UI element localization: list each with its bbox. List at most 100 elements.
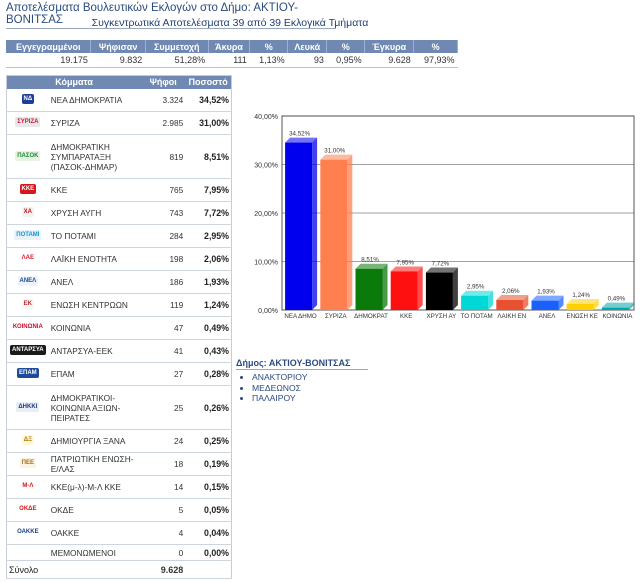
party-logo: ΠΟΤΑΜΙ	[14, 230, 42, 240]
summary-values-row: 19.175 9.832 51,28% 111 1,13% 93 0,95% 9.628 97,…	[6, 53, 458, 68]
party-percent: 2,06%	[185, 247, 232, 271]
party-votes: 4	[141, 521, 186, 545]
party-name: ΔΗΜΙΟΥΡΓΙΑ ΞΑΝΑ	[48, 429, 142, 453]
chart-data-label: 34,52%	[289, 131, 310, 138]
party-row: ΟΑΚΚΕ ΟΑΚΚΕ 4 0,04%	[6, 521, 232, 545]
summary-header-cell: Εγγεγραμμένοι	[6, 40, 92, 53]
chart-x-tick-label: ΚΚΕ	[400, 313, 412, 320]
summary-value-cell: 1,13%	[249, 53, 288, 68]
party-logo-cell: ΚΟΙΝΩΝΙΑ	[6, 316, 49, 340]
chart-y-tick-label: 20,00%	[254, 211, 278, 218]
chart-x-tick-label: ΕΝΩΣΗ ΚΕ	[566, 313, 598, 320]
chart-bar	[320, 159, 348, 310]
chart-bar-top	[461, 290, 494, 296]
chart-data-label: 2,95%	[467, 284, 485, 291]
party-votes: 24	[141, 429, 186, 453]
party-logo: ΔΞ	[21, 435, 34, 445]
chart-x-tick-label: ΤΟ ΠΟΤΑΜ	[461, 313, 493, 320]
party-logo: Μ-Λ	[20, 481, 36, 491]
summary-value-cell: 19.175	[6, 53, 91, 68]
party-row: ΕΠΑΜ ΕΠΑΜ 27 0,28%	[6, 362, 232, 386]
party-row: ΕΚ ΕΝΩΣΗ ΚΕΝΤΡΩΩΝ 119 1,24%	[6, 293, 232, 317]
party-votes: 41	[141, 339, 186, 363]
chart-data-label: 2,06%	[502, 288, 520, 295]
summary-header-cell: Έγκυρα	[364, 40, 415, 53]
party-logo-cell: ΕΚ	[6, 293, 49, 317]
party-percent: 2,95%	[185, 224, 232, 248]
chart-data-label: 7,72%	[432, 261, 450, 268]
results-table: Κόμματα Ψήφοι Ποσοστό ΝΔ ΝΕΑ ΔΗΜΟΚΡΑΤΙΑ 3.…	[6, 75, 232, 579]
party-votes: 819	[141, 134, 186, 179]
chart-y-tick-label: 30,00%	[254, 163, 278, 170]
summary-value-cell: 0,95%	[326, 53, 365, 68]
party-logo: ΟΚΔΕ	[17, 504, 39, 514]
party-logo: ΚΟΙΝΩΝΙΑ	[10, 322, 45, 332]
party-name: ΚΚΕ(μ-λ)-Μ-Λ ΚΚΕ	[48, 475, 142, 499]
party-logo-cell: ΑΝΕΛ	[6, 270, 49, 294]
party-logo-cell: Μ-Λ	[6, 475, 49, 499]
party-logo-cell: ΕΠΑΜ	[6, 362, 49, 386]
chart-bar-side	[417, 266, 423, 310]
party-logo: ΚΚΕ	[19, 184, 37, 194]
chart-data-label: 1,24%	[572, 292, 590, 299]
party-name: ΧΡΥΣΗ ΑΥΓΗ	[48, 201, 142, 225]
party-votes: 0	[141, 544, 186, 561]
party-votes: 198	[141, 247, 186, 271]
party-row: ΠΕΕ ΠΑΤΡΙΩΤΙΚΗ ΕΝΩΣΗ-Ε/ΛΑΣ 18 0,19%	[6, 452, 232, 476]
party-logo: ΠΕΕ	[19, 458, 37, 468]
party-votes: 186	[141, 270, 186, 294]
party-row: ΠΑΣΟΚ ΔΗΜΟΚΡΑΤΙΚΗ ΣΥΜΠΑΡΑΤΑΞΗ (ΠΑΣΟΚ-ΔΗΜΑ…	[6, 134, 232, 179]
party-percent: 0,26%	[185, 385, 232, 430]
results-header-row: Κόμματα Ψήφοι Ποσοστό	[6, 75, 232, 89]
chart-data-label: 0,49%	[608, 296, 626, 303]
party-name: ΤΟ ΠΟΤΑΜΙ	[48, 224, 142, 248]
chart-data-label: 7,95%	[396, 259, 414, 266]
party-logo: ΣΥΡΙΖΑ	[15, 117, 41, 127]
total-label: Σύνολο	[6, 560, 142, 579]
chart-data-label: 1,93%	[537, 289, 555, 296]
party-logo-cell: ΠΟΤΑΜΙ	[6, 224, 49, 248]
results-bar-chart: 0,00% 10,00% 20,00% 30,00% 40,00% 34,52% ΝΕΑ Δ…	[254, 114, 635, 320]
chart-bar-top	[425, 267, 458, 273]
chart-x-tick-label: ΛΑΙΚΗ ΕΝ	[497, 313, 526, 320]
party-name: ΚΚΕ	[48, 178, 142, 202]
header-votes: Ψήφοι	[141, 75, 186, 89]
chart-y-tick-label: 10,00%	[254, 260, 278, 267]
chart-bar-side	[312, 137, 318, 310]
chart-bar-top	[320, 154, 353, 160]
party-name: ΔΗΜΟΚΡΑΤΙΚΟΙ-ΚΟΙΝΩΝΙΑ ΑΞΙΩΝ-ΠΕΙΡΑΤΕΣ	[48, 385, 142, 430]
chart-bar	[496, 300, 524, 310]
chart-data-label: 31,00%	[324, 148, 345, 155]
party-row: ΚΟΙΝΩΝΙΑ ΚΟΙΝΩΝΙΑ 47 0,49%	[6, 316, 232, 340]
chart-x-tick-label: ΧΡΥΣΗ ΑΥ	[426, 313, 456, 320]
party-row: ΜΕΜΟΝΩΜΕΝΟΙ 0 0,00%	[6, 544, 232, 561]
party-votes: 765	[141, 178, 186, 202]
party-row: ΚΚΕ ΚΚΕ 765 7,95%	[6, 178, 232, 202]
party-logo-cell: ΟΚΔΕ	[6, 498, 49, 522]
party-votes: 47	[141, 316, 186, 340]
party-logo: ΕΠΑΜ	[17, 368, 39, 378]
chart-bar	[355, 268, 383, 310]
party-percent: 0,19%	[185, 452, 232, 476]
summary-header-cell: Ψήφισαν	[90, 40, 146, 53]
party-percent: 31,00%	[185, 111, 232, 135]
party-percent: 1,24%	[185, 293, 232, 317]
party-percent: 0,00%	[185, 544, 232, 561]
total-votes: 9.628	[141, 560, 186, 579]
summary-value-cell: 9.832	[90, 53, 146, 68]
party-logo: ΝΔ	[21, 93, 35, 104]
summary-value-cell: 97,93%	[413, 53, 458, 68]
municipality-unit-link[interactable]: ΠΑΛΑΙΡΟΥ	[252, 393, 307, 404]
chart-bar-side	[593, 298, 599, 310]
party-percent: 34,52%	[185, 88, 232, 112]
party-percent: 0,25%	[185, 429, 232, 453]
municipality-unit-link[interactable]: ΑΝΑΚΤΟΡΙΟΥ	[252, 372, 307, 383]
municipality-unit-link[interactable]: ΜΕΔΕΩΝΟΣ	[252, 383, 307, 394]
chart-bar-top	[566, 298, 599, 304]
chart-bar-side	[558, 295, 564, 310]
party-name: ΟΚΔΕ	[48, 498, 142, 522]
chart-bar-side	[452, 267, 458, 310]
party-logo: ΑΝΕΛ	[17, 276, 39, 286]
chart-x-tick-label: ΑΝΕΛ	[539, 313, 557, 320]
party-row: ΠΟΤΑΜΙ ΤΟ ΠΟΤΑΜΙ 284 2,95%	[6, 224, 232, 248]
